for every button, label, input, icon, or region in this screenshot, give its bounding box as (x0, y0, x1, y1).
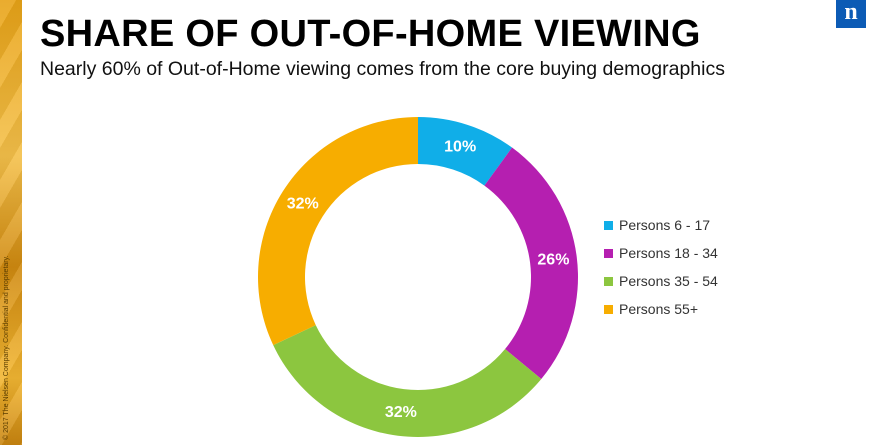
slice-label-persons-18-34: 26% (537, 251, 569, 268)
legend-label: Persons 35 - 54 (619, 273, 718, 289)
donut-chart: 10% 26% 32% 32% (250, 112, 590, 442)
donut-slice-persons-18-34 (484, 147, 578, 379)
legend-swatch (604, 220, 613, 230)
legend-swatch (604, 276, 613, 286)
slice-label-persons-35-54: 32% (385, 404, 417, 421)
donut-chart-svg: 10% 26% 32% 32% (257, 117, 578, 437)
legend-label: Persons 55+ (619, 301, 698, 317)
legend-item-persons-18-34: Persons 18 - 34 (604, 243, 718, 263)
slice-label-persons-55: 32% (287, 195, 319, 212)
donut-slice-persons-6-17 (418, 117, 513, 186)
legend-swatch (604, 304, 613, 314)
legend-item-persons-55: Persons 55+ (604, 299, 718, 319)
side-decoration-strip (0, 0, 22, 445)
donut-slice-persons-55 (257, 117, 418, 346)
chart-legend: Persons 6 - 17 Persons 18 - 34 Persons 35 … (604, 215, 718, 327)
legend-item-persons-35-54: Persons 35 - 54 (604, 271, 718, 291)
slide-subtitle: Nearly 60% of Out-of-Home viewing comes … (40, 58, 725, 80)
legend-swatch (604, 248, 613, 258)
nielsen-logo: n (836, 0, 866, 28)
legend-label: Persons 18 - 34 (619, 245, 718, 261)
donut-slice-persons-35-54 (273, 325, 542, 437)
legend-label: Persons 6 - 17 (619, 217, 711, 233)
slide-title: SHARE OF OUT-OF-HOME VIEWING (40, 13, 701, 55)
copyright-notice: © 2017 The Nielsen Company. Confidential… (3, 255, 10, 440)
legend-item-persons-6-17: Persons 6 - 17 (604, 215, 718, 235)
slice-label-persons-6-17: 10% (444, 139, 476, 156)
